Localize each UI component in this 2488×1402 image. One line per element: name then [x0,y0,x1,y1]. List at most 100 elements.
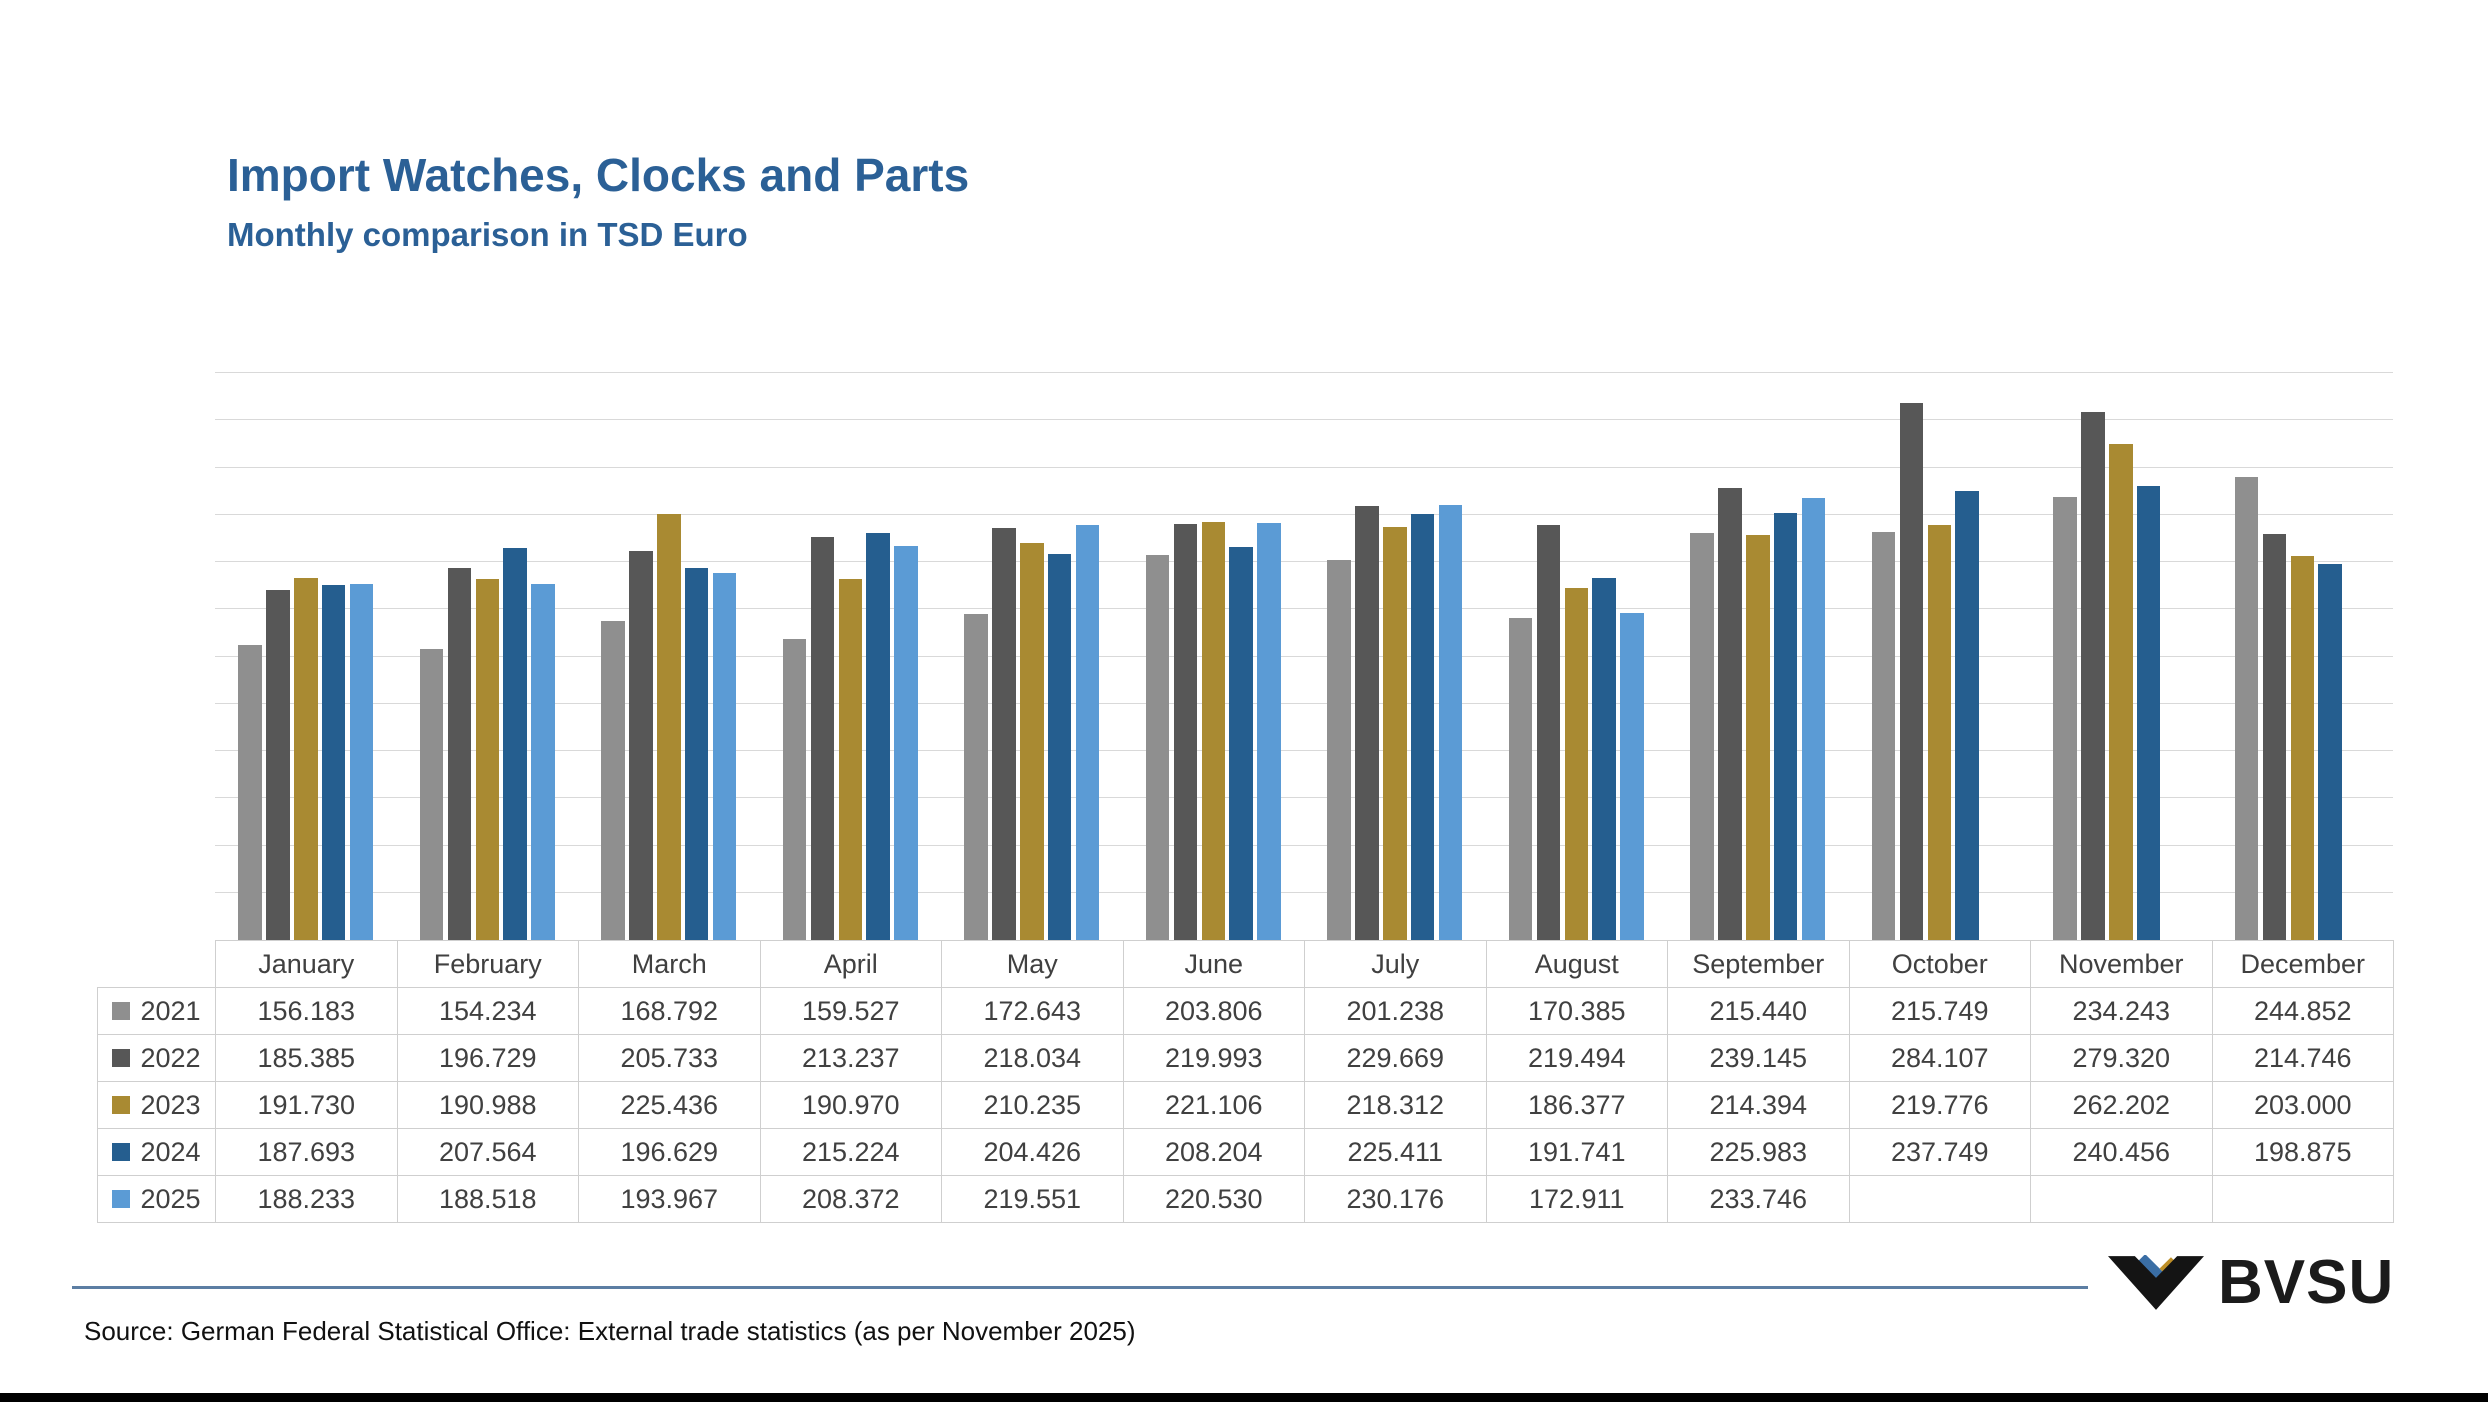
bvsu-logo-mark [2108,1255,2204,1310]
bar-2021-april [782,638,807,940]
month-header-february: February [396,940,579,988]
gridline-150 [215,655,2393,657]
bar-2024-october [1955,490,1979,940]
value-cell-2022-august: 219.494 [1485,1034,1668,1082]
bar-2022-october [1899,403,1924,940]
value-cell-2022-may: 218.034 [941,1034,1124,1082]
value-cell-2022-september: 239.145 [1667,1034,1850,1082]
month-header-january: January [215,940,398,988]
gridline-225 [215,513,2393,515]
value-cell-2023-august: 186.377 [1485,1081,1668,1129]
gridline-200 [215,561,2393,562]
bar-2025-march [712,573,737,940]
page-subtitle: Monthly comparison in TSD Euro [227,216,748,253]
legend-swatch-2025 [112,1190,131,1208]
value-cell-2023-november: 262.202 [2030,1081,2213,1129]
value-cell-2025-november [2030,1175,2213,1223]
table-row-2025: 2025 188.233 188.518 193.967 208.372 219.551 2… [97,1175,2394,1223]
bar-2025-june [1257,523,1281,940]
value-cell-2024-april: 215.224 [759,1128,942,1176]
chart-data-table: January February March April May June July Augu… [97,940,2394,1223]
value-cell-2023-july: 218.312 [1304,1081,1487,1129]
bottom-bar [0,1393,2488,1402]
value-cell-2024-february: 207.564 [396,1128,579,1176]
value-cell-2022-december: 214.746 [2211,1034,2394,1082]
bar-2025-january [349,584,374,940]
bar-2022-november [2081,412,2105,940]
bar-2021-march [601,620,625,940]
legend-swatch-2024 [112,1143,131,1161]
bar-2024-february [503,547,527,940]
bar-2021-november [2053,497,2077,940]
legend-label-2025: 2025 [140,1183,201,1214]
value-cell-2021-november: 234.243 [2030,987,2213,1035]
legend-cell-2022: 2022 [97,1034,216,1082]
legend-cell-2023: 2023 [97,1081,216,1129]
bar-2022-february [447,568,472,940]
bar-2022-june [1173,524,1198,940]
month-header-june: June [1122,940,1305,988]
value-cell-2024-january: 187.693 [215,1128,398,1176]
table-row-2022: 2022 185.385 196.729 205.733 213.237 218.034 2… [97,1034,2394,1082]
value-cell-2022-february: 196.729 [396,1034,579,1082]
value-cell-2022-october: 284.107 [1848,1034,2031,1082]
value-cell-2025-october [1848,1175,2031,1223]
value-cell-2021-july: 201.238 [1304,987,1487,1035]
bar-2023-november [2109,444,2133,940]
value-cell-2023-may: 210.235 [941,1081,1124,1129]
bar-2022-august [1536,525,1561,940]
bar-2024-march [684,568,709,940]
value-cell-2025-march: 193.967 [578,1175,761,1223]
value-cell-2024-december: 198.875 [2211,1128,2394,1176]
gridline-175 [215,608,2393,610]
value-cell-2025-july: 230.176 [1304,1175,1487,1223]
bar-2022-april [810,536,835,940]
month-header-october: October [1848,940,2031,988]
month-header-may: May [941,940,1124,988]
gridline-275 [215,419,2393,421]
value-cell-2024-june: 208.204 [1122,1128,1305,1176]
month-header-march: March [578,940,761,988]
gridline-75 [215,797,2393,799]
month-header-april: April [759,940,942,988]
bar-2023-june [1201,522,1225,940]
table-row-2021: 2021 156.183 154.234 168.792 159.527 172.643 2… [97,987,2394,1035]
value-cell-2024-march: 196.629 [578,1128,761,1176]
value-cell-2024-november: 240.456 [2030,1128,2213,1176]
value-cell-2021-january: 156.183 [215,987,398,1035]
bar-2024-september [1773,512,1798,940]
bar-chart-plot [215,372,2393,940]
legend-label-2022: 2022 [140,1042,201,1073]
bar-2023-april [838,579,862,940]
value-cell-2022-july: 229.669 [1304,1034,1487,1082]
table-header-row: January February March April May June July Augu… [97,940,2394,988]
bar-2024-december [2318,564,2342,940]
legend-label-2021: 2021 [140,995,201,1026]
bar-2023-october [1927,524,1951,940]
bar-2023-august [1564,587,1588,940]
gridline-50 [215,844,2393,846]
legend-cell-2024: 2024 [97,1128,216,1176]
bar-2022-march [629,551,653,940]
bar-2024-november [2136,485,2161,940]
logo-chevron [2108,1256,2204,1310]
bar-2023-december [2290,556,2314,940]
bar-2022-january [266,589,290,940]
bar-2023-january [294,577,318,940]
gridline-125 [215,702,2393,704]
month-header-november: November [2030,940,2213,988]
bar-2021-january [238,644,262,940]
value-cell-2022-june: 219.993 [1122,1034,1305,1082]
value-cell-2025-january: 188.233 [215,1175,398,1223]
legend-cell-2021: 2021 [97,987,216,1035]
bar-2021-september [1690,532,1714,940]
bar-2021-december [2234,477,2259,940]
gridline-250 [215,466,2393,468]
bar-2025-april [894,546,918,940]
table-corner-cell [97,940,216,988]
footer-divider [72,1286,2088,1289]
legend-swatch-2021 [112,1002,131,1020]
bar-2025-may [1075,525,1100,940]
bar-2024-june [1229,546,1253,940]
bar-2023-may [1020,542,1044,940]
